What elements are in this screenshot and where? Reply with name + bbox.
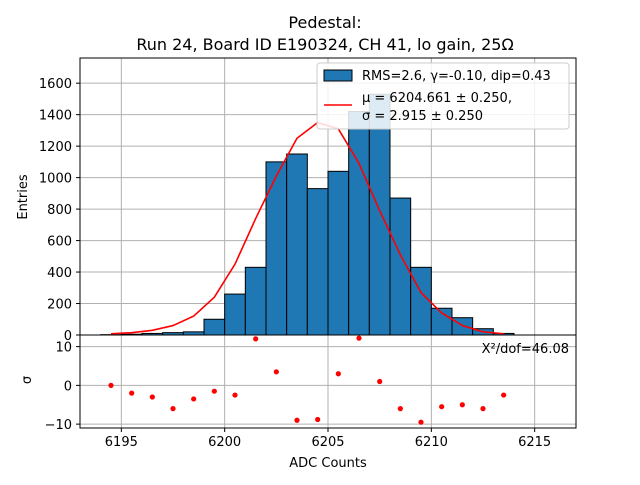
y-tick-label: 800	[47, 203, 72, 218]
residual-point	[460, 402, 465, 407]
histogram-bar	[328, 171, 349, 335]
residual-point	[274, 369, 279, 374]
y-tick-label: 0	[64, 379, 72, 394]
histogram-bar	[349, 112, 370, 335]
histogram-bar	[204, 319, 225, 335]
residual-point	[356, 336, 361, 341]
legend-patch	[324, 70, 352, 81]
x-tick-label: 6215	[518, 435, 551, 450]
histogram-bar	[225, 294, 246, 335]
y-tick-label: 1000	[39, 172, 72, 187]
histogram-bar	[287, 154, 308, 335]
residual-point	[191, 396, 196, 401]
legend-label-histogram: RMS=2.6, γ=-0.10, dip=0.43	[362, 69, 551, 84]
residual-point	[253, 336, 258, 341]
legend-label-fit-mu: μ = 6204.661 ± 0.250,	[362, 91, 512, 106]
x-tick-label: 6210	[415, 435, 448, 450]
y-tick-label: 1600	[39, 77, 72, 92]
chart-title-line2: Run 24, Board ID E190324, CH 41, lo gain…	[136, 35, 513, 54]
x-tick-label: 6200	[208, 435, 241, 450]
residual-point	[170, 406, 175, 411]
y-tick-label: 600	[47, 235, 72, 250]
residual-point	[336, 371, 341, 376]
y-tick-label: −10	[45, 418, 72, 433]
residual-point	[418, 420, 423, 425]
legend-label-fit-sigma: σ = 2.915 ± 0.250	[362, 109, 483, 124]
x-axis-label: ADC Counts	[289, 456, 367, 471]
histogram-bar	[245, 267, 266, 335]
residual-point	[439, 404, 444, 409]
chart-title-line1: Pedestal:	[288, 13, 361, 32]
histogram-bar	[369, 94, 390, 335]
y-tick-label: 1200	[39, 140, 72, 155]
residual-point	[129, 391, 134, 396]
residual-point	[501, 392, 506, 397]
histogram-bar	[307, 189, 328, 335]
histogram-bar	[266, 162, 287, 335]
residual-point	[398, 406, 403, 411]
y-tick-label: 1400	[39, 109, 72, 124]
y-tick-label: 200	[47, 298, 72, 313]
legend: RMS=2.6, γ=-0.10, dip=0.43 μ = 6204.661 ±…	[317, 63, 569, 129]
x-tick-label: 6205	[311, 435, 344, 450]
residual-point	[212, 389, 217, 394]
residual-point	[294, 418, 299, 423]
x-tick-label: 6195	[105, 435, 138, 450]
y-tick-label: 10	[55, 341, 72, 356]
residual-point	[150, 394, 155, 399]
y-axis-label-entries: Entries	[16, 174, 31, 220]
y-axis-label-sigma: σ	[20, 376, 35, 384]
residual-point	[108, 383, 113, 388]
histogram-bar	[411, 267, 432, 335]
residual-point	[232, 392, 237, 397]
residual-point	[315, 417, 320, 422]
y-tick-label: 400	[47, 266, 72, 281]
chi2-annotation: X²/dof=46.08	[482, 342, 569, 357]
residual-point	[377, 379, 382, 384]
residual-point	[480, 406, 485, 411]
